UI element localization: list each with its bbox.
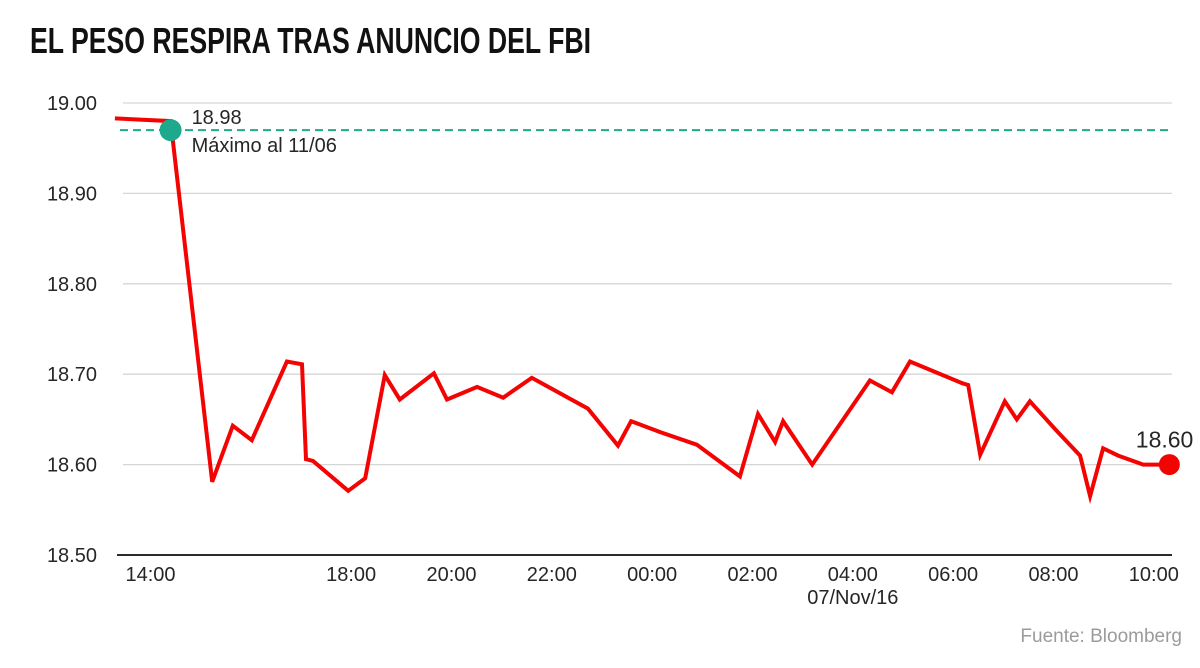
x-tick-label: 22:00 — [527, 564, 577, 586]
y-tick-label: 19.00 — [47, 93, 97, 115]
x-tick-label: 06:00 — [928, 564, 978, 586]
x-tick-label: 18:00 — [326, 564, 376, 586]
end-marker — [1158, 454, 1180, 476]
x-tick-label: 10:00 — [1129, 564, 1179, 586]
end-value-label: 18.60 — [1136, 427, 1194, 453]
source-credit: Fuente: Bloomberg — [1020, 626, 1182, 647]
y-tick-label: 18.70 — [47, 364, 97, 386]
x-tick-label: 14:00 — [125, 564, 175, 586]
chart-title: EL PESO RESPIRA TRAS ANUNCIO DEL FBI — [30, 20, 591, 61]
price-line — [114, 116, 1170, 505]
max-marker — [159, 119, 182, 142]
y-tick-label: 18.50 — [47, 545, 97, 567]
x-tick-label: 08:00 — [1028, 564, 1078, 586]
x-tick-label: 20:00 — [426, 564, 476, 586]
x-date-label: 07/Nov/16 — [807, 587, 898, 609]
max-value-label: 18.98 — [192, 107, 242, 129]
y-tick-label: 18.80 — [47, 274, 97, 296]
x-tick-label: 04:00 — [828, 564, 878, 586]
y-tick-label: 18.90 — [47, 183, 97, 205]
y-tick-label: 18.60 — [47, 455, 97, 477]
x-tick-label: 02:00 — [727, 564, 777, 586]
x-tick-label: 00:00 — [627, 564, 677, 586]
max-text-label: Máximo al 11/06 — [192, 135, 337, 157]
